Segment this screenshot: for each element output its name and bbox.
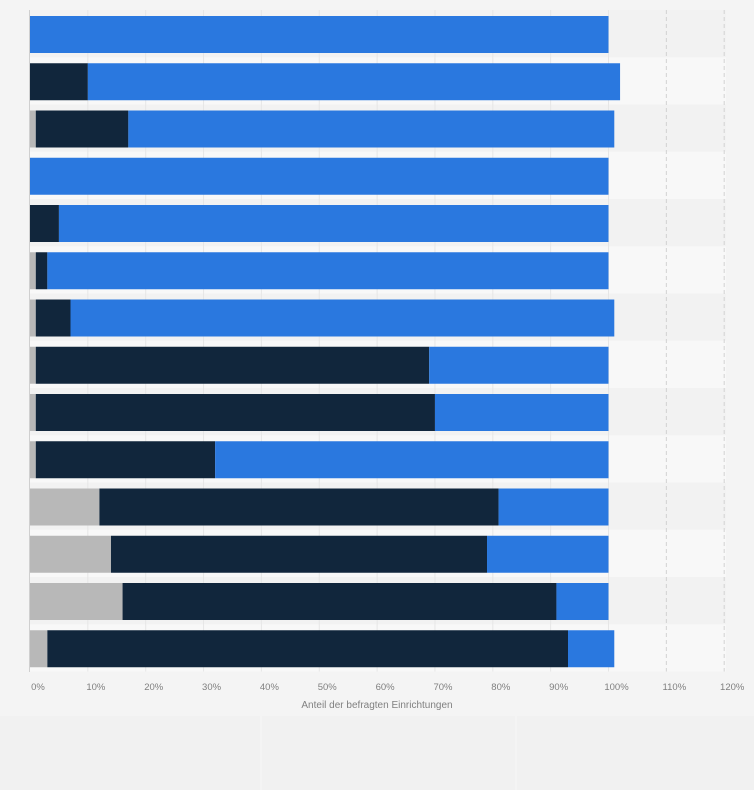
bar-segment-series-1 xyxy=(30,299,36,337)
bar-segment-series-3 xyxy=(47,252,609,290)
bar-segment-series-1 xyxy=(30,110,36,148)
bar-segment-series-2 xyxy=(30,205,59,242)
bar-segment-series-1 xyxy=(30,394,36,431)
bar-segment-series-2 xyxy=(99,488,499,526)
x-tick-label: 50% xyxy=(318,682,338,693)
x-tick-label: 80% xyxy=(491,682,511,693)
bar-segment-series-3 xyxy=(487,535,609,573)
bars xyxy=(30,16,621,668)
bar-segment-series-2 xyxy=(35,110,129,148)
bar-segment-series-3 xyxy=(568,630,615,668)
footer-panel-left xyxy=(0,716,260,790)
bar-segment-series-2 xyxy=(30,63,88,101)
bar-segment-series-2 xyxy=(110,535,488,573)
x-tick-label: 70% xyxy=(433,682,453,693)
stacked-bar-chart: 0% 10% 20% 30% 40% 50% 60% 70% 80% 90% 100% 110% 120… xyxy=(29,10,745,711)
x-tick-label: 20% xyxy=(144,682,164,693)
x-tick-label: 60% xyxy=(376,682,396,693)
x-tick-label: 40% xyxy=(260,682,280,693)
bar-segment-series-2 xyxy=(35,441,216,479)
x-tick-label: 0% xyxy=(31,682,45,693)
bar-segment-series-3 xyxy=(215,441,609,479)
bar-segment-series-3 xyxy=(30,16,609,53)
bar-segment-series-1 xyxy=(30,346,36,384)
bar-segment-series-2 xyxy=(35,394,435,431)
bar-segment-series-3 xyxy=(429,346,609,384)
bar-segment-series-2 xyxy=(47,630,569,668)
bar-segment-series-3 xyxy=(58,205,609,242)
bar-segment-series-3 xyxy=(70,299,615,337)
x-tick-label: 120% xyxy=(720,682,745,693)
x-tick-label: 10% xyxy=(86,682,106,693)
bar-segment-series-1 xyxy=(30,583,123,620)
x-axis-tick-labels: 0% 10% 20% 30% 40% 50% 60% 70% 80% 90% 100% 110% 120… xyxy=(31,682,745,693)
x-axis-label: Anteil der befragten Einrichtungen xyxy=(301,700,452,711)
x-tick-label: 30% xyxy=(202,682,222,693)
bar-segment-series-2 xyxy=(35,346,430,384)
bar-segment-series-3 xyxy=(434,394,609,431)
x-tick-label: 90% xyxy=(549,682,569,693)
bar-segment-series-3 xyxy=(128,110,615,148)
footer-panel-middle xyxy=(262,716,515,790)
bar-segment-series-2 xyxy=(35,299,71,337)
bar-segment-series-3 xyxy=(30,157,609,195)
bar-segment-series-1 xyxy=(30,630,48,668)
footer-panel-right xyxy=(517,716,754,790)
bar-segment-series-3 xyxy=(87,63,621,101)
bar-segment-series-2 xyxy=(122,583,557,620)
bar-segment-series-3 xyxy=(556,583,609,620)
bar-segment-series-1 xyxy=(30,535,111,573)
bar-segment-series-1 xyxy=(30,252,36,290)
x-tick-label: 100% xyxy=(604,682,629,693)
bar-segment-series-3 xyxy=(498,488,609,526)
x-tick-label: 110% xyxy=(663,682,687,693)
bar-segment-series-1 xyxy=(30,441,36,479)
bar-segment-series-2 xyxy=(35,252,48,290)
bar-segment-series-1 xyxy=(30,488,100,526)
